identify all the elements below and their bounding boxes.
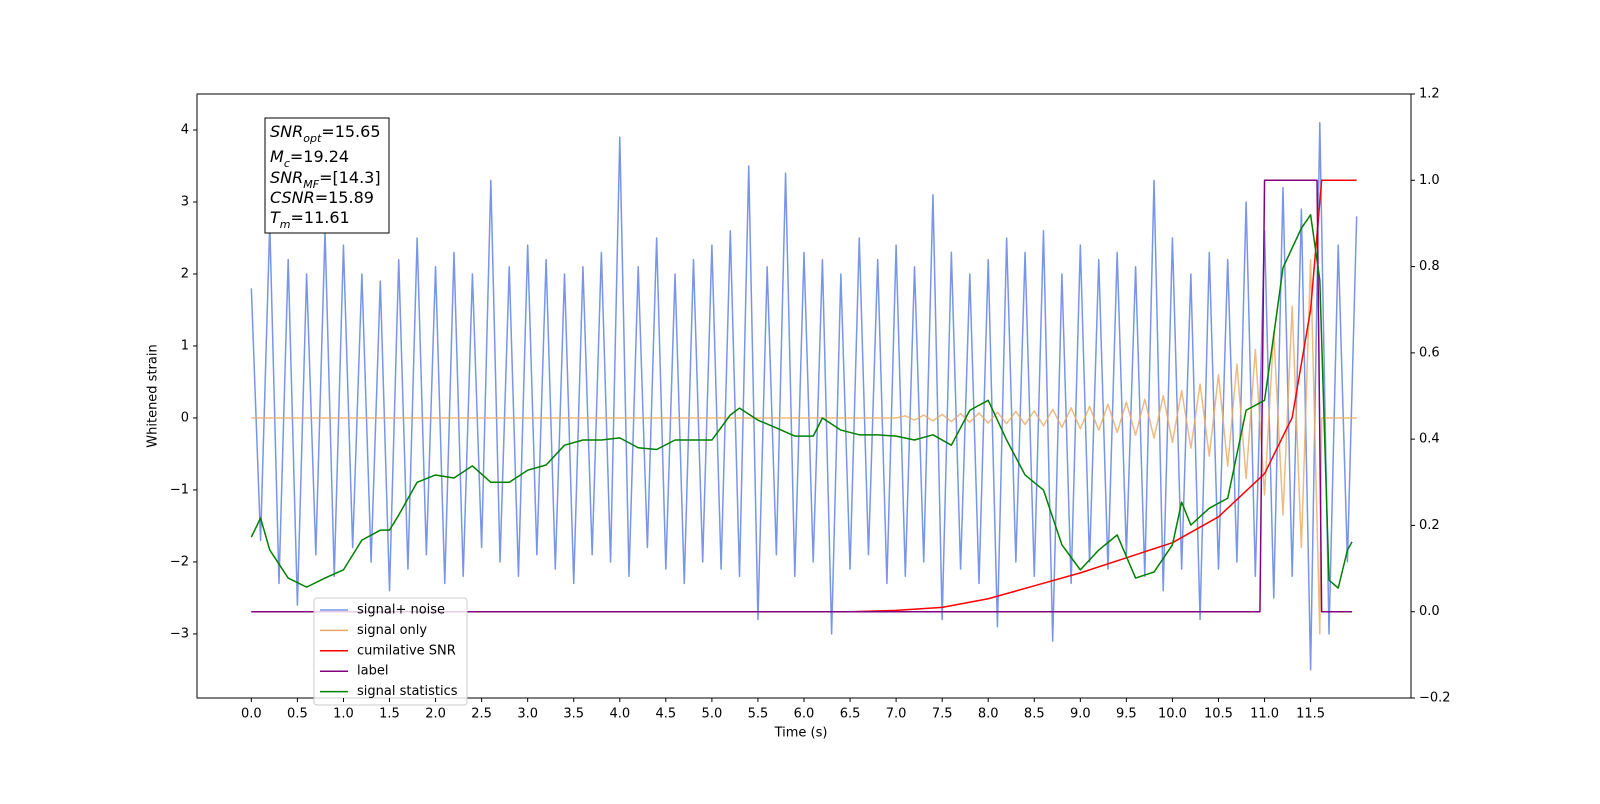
annotation-symbol: T xyxy=(270,208,281,227)
y2-tick-label: −0.2 xyxy=(1419,691,1451,706)
annotation-value: =11.61 xyxy=(291,208,350,227)
annotation-value: =19.24 xyxy=(290,147,349,166)
legend-label: label xyxy=(357,664,388,679)
annotation-subscript: opt xyxy=(303,132,322,145)
x-tick-label: 5.5 xyxy=(748,707,769,722)
x-tick-label: 3.5 xyxy=(563,707,584,722)
series-line xyxy=(251,179,1353,613)
y-tick-label: 0 xyxy=(181,410,189,425)
legend-label: cumilative SNR xyxy=(357,643,456,658)
legend-label: signal statistics xyxy=(357,684,458,699)
y2-tick-label: 1.0 xyxy=(1419,173,1440,188)
x-tick-label: 7.0 xyxy=(886,707,907,722)
legend-label: signal only xyxy=(357,623,427,638)
x-tick-label: 10.5 xyxy=(1204,707,1233,722)
x-tick-label: 4.5 xyxy=(655,707,676,722)
y-tick-label: 3 xyxy=(181,194,189,209)
y-tick-label: 1 xyxy=(181,338,189,353)
annotation-value: =15.89 xyxy=(315,188,374,207)
y2-tick-label: 0.0 xyxy=(1419,604,1440,619)
x-tick-label: 0.0 xyxy=(241,707,262,722)
annotation-subscript: MF xyxy=(303,178,319,191)
x-tick-label: 5.0 xyxy=(702,707,723,722)
x-tick-label: 9.5 xyxy=(1116,707,1137,722)
annotation-value: =[14.3] xyxy=(319,168,381,187)
y-tick-label: −3 xyxy=(170,626,189,641)
series-line xyxy=(250,214,1353,589)
x-tick-label: 11.0 xyxy=(1250,707,1279,722)
y-tick-label: −1 xyxy=(170,482,189,497)
x-tick-label: 6.5 xyxy=(840,707,861,722)
y-tick-label: 4 xyxy=(181,122,189,137)
legend-label: signal+ noise xyxy=(357,603,445,618)
legend xyxy=(313,597,468,706)
annotation-subscript: m xyxy=(280,218,291,231)
annotation-symbol: M xyxy=(270,147,284,166)
x-tick-label: 8.5 xyxy=(1024,707,1045,722)
annotation-subscript: c xyxy=(284,157,290,170)
y-axis-label: Whitened strain xyxy=(146,344,161,447)
annotation-symbol: CSNR xyxy=(270,188,315,207)
x-tick-label: 1.5 xyxy=(379,707,400,722)
annotation-symbol: SNR xyxy=(270,168,303,187)
x-tick-label: 3.0 xyxy=(517,707,538,722)
series-line xyxy=(251,258,1357,635)
plot-area xyxy=(250,122,1358,671)
annotation-line: CSNR=15.89 xyxy=(270,188,374,207)
x-tick-label: 7.5 xyxy=(932,707,953,722)
x-tick-label: 8.0 xyxy=(978,707,999,722)
x-tick-label: 4.0 xyxy=(609,707,630,722)
x-tick-label: 2.0 xyxy=(425,707,446,722)
x-axis-label: Time (s) xyxy=(774,726,828,741)
x-tick-label: 0.5 xyxy=(287,707,308,722)
annotation-symbol: SNR xyxy=(270,122,303,141)
y-tick-label: −2 xyxy=(170,554,189,569)
y2-tick-label: 0.2 xyxy=(1419,518,1440,533)
series-line xyxy=(250,122,1358,671)
annotation-line: Mc=19.24 xyxy=(270,147,349,170)
annotation-box xyxy=(264,117,390,234)
x-tick-label: 11.5 xyxy=(1296,707,1325,722)
x-tick-label: 9.0 xyxy=(1070,707,1091,722)
annotation-line: SNRopt=15.65 xyxy=(270,122,381,145)
y2-tick-label: 0.6 xyxy=(1419,345,1440,360)
y2-tick-label: 0.8 xyxy=(1419,259,1440,274)
series-line xyxy=(251,179,1357,613)
y-tick-label: 2 xyxy=(181,266,189,281)
x-tick-label: 1.0 xyxy=(333,707,354,722)
y2-tick-label: 0.4 xyxy=(1419,432,1440,447)
x-tick-label: 2.5 xyxy=(471,707,492,722)
x-tick-label: 6.0 xyxy=(794,707,815,722)
annotation-line: SNRMF=[14.3] xyxy=(270,168,381,191)
annotation-line: Tm=11.61 xyxy=(270,208,350,231)
x-tick-label: 10.0 xyxy=(1158,707,1187,722)
y2-tick-label: 1.2 xyxy=(1419,87,1440,102)
annotation-value: =15.65 xyxy=(321,122,380,141)
